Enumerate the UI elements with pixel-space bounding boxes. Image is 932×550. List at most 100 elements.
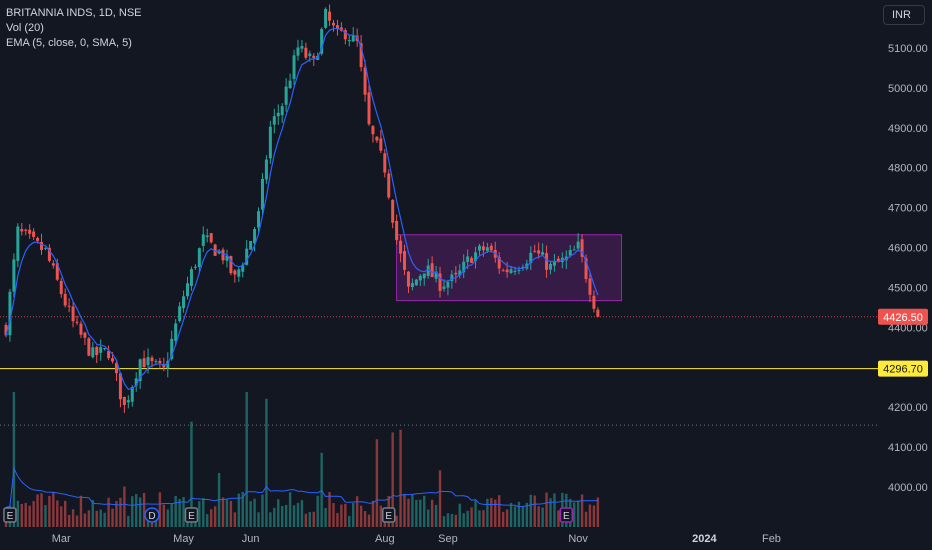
- candle-body: [67, 305, 71, 307]
- ema-line: [5, 28, 599, 390]
- candle-body: [363, 67, 367, 95]
- currency-button[interactable]: INR: [883, 5, 925, 25]
- candle-body: [335, 25, 339, 29]
- candle-body: [134, 378, 138, 386]
- candle-body: [174, 323, 178, 341]
- volume-bar: [158, 492, 162, 527]
- ema-indicator-label[interactable]: EMA (5, close, 0, SMA, 5): [6, 37, 132, 49]
- volume-bar: [213, 506, 217, 527]
- volume-bar: [63, 500, 67, 527]
- candle-body: [576, 241, 580, 249]
- volume-bar: [142, 493, 146, 527]
- volume-bar: [529, 494, 532, 527]
- volume-bar: [498, 495, 501, 527]
- candle-body: [16, 226, 20, 261]
- candle-body: [312, 55, 316, 58]
- volume-bar: [576, 500, 580, 527]
- candle-body: [257, 211, 261, 228]
- candle-body: [170, 338, 174, 359]
- candle-body: [107, 350, 111, 359]
- volume-bar: [359, 505, 363, 527]
- candle-body: [36, 237, 40, 241]
- candle-body: [253, 228, 257, 244]
- price-axis-tick: 4400.00: [888, 322, 928, 334]
- candle-body: [552, 261, 556, 266]
- volume-bar: [36, 494, 39, 527]
- candle-body: [481, 246, 485, 251]
- volume-bar: [553, 493, 556, 527]
- volume-bar: [44, 504, 47, 527]
- candle-body: [91, 347, 95, 358]
- volume-bar: [12, 392, 16, 527]
- volume-bar: [462, 513, 465, 527]
- candle-body: [233, 270, 237, 275]
- volume-bar: [537, 506, 540, 527]
- earnings-marker: [381, 507, 396, 523]
- volume-bar: [60, 506, 63, 527]
- volume-bar: [426, 509, 430, 527]
- candle-body: [300, 46, 304, 49]
- volume-bar: [265, 398, 268, 527]
- volume-bar: [588, 504, 592, 527]
- volume-bar: [28, 505, 31, 527]
- symbol-title[interactable]: BRITANNIA INDS, 1D, NSE: [6, 7, 142, 19]
- candle-body: [150, 357, 154, 362]
- candle-body: [43, 247, 47, 249]
- volume-bar: [257, 512, 260, 527]
- candle-body: [288, 80, 292, 89]
- volume-bar: [233, 512, 237, 527]
- volume-bar: [111, 508, 114, 527]
- candle-body: [379, 138, 383, 151]
- volume-bar: [280, 505, 284, 527]
- volume-bar: [277, 499, 280, 527]
- candle-body: [32, 231, 36, 237]
- support-price-label-bg: [878, 360, 928, 377]
- candle-body: [438, 273, 442, 291]
- candle-body: [20, 229, 24, 232]
- volume-bar: [225, 499, 229, 527]
- volume-bar: [135, 494, 138, 527]
- volume-bar: [40, 493, 43, 527]
- candle-body: [367, 92, 371, 125]
- candle-body: [59, 280, 63, 295]
- volume-bar: [170, 503, 173, 527]
- volume-bar: [241, 491, 244, 527]
- volume-bar: [162, 504, 166, 527]
- candle-body: [308, 53, 312, 56]
- time-axis-label: May: [173, 533, 194, 545]
- volume-bar: [344, 503, 347, 527]
- candle-body: [462, 261, 466, 273]
- candle-body: [580, 239, 584, 257]
- volume-bar: [123, 486, 126, 527]
- candle-body: [418, 275, 422, 281]
- candle-body: [442, 286, 446, 289]
- volume-bar: [71, 509, 75, 527]
- volume-bar: [419, 499, 422, 527]
- volume-bar: [423, 495, 426, 527]
- candle-body: [371, 126, 375, 135]
- volume-bar: [375, 439, 379, 527]
- volume-bar: [505, 509, 509, 527]
- candle-body: [118, 373, 122, 400]
- volume-indicator-label[interactable]: Vol (20): [6, 22, 44, 34]
- volume-bar: [379, 505, 383, 527]
- candle-body: [556, 258, 560, 263]
- candle-body: [186, 283, 190, 297]
- volume-bar: [545, 492, 548, 527]
- event-marker-label: E: [188, 511, 195, 522]
- candle-body: [146, 357, 150, 366]
- volume-bar: [572, 502, 576, 527]
- candle-body: [588, 278, 592, 295]
- volume-bar: [521, 506, 525, 527]
- price-axis-tick: 4700.00: [888, 203, 928, 215]
- volume-bar: [261, 494, 264, 527]
- last-price-label: 4426.50: [883, 312, 923, 324]
- volume-bar: [450, 514, 454, 527]
- candle-body: [375, 136, 379, 141]
- candle-body: [205, 235, 209, 238]
- volume-bar: [221, 497, 225, 527]
- volume-bar: [430, 499, 434, 527]
- volume-bar: [178, 498, 181, 527]
